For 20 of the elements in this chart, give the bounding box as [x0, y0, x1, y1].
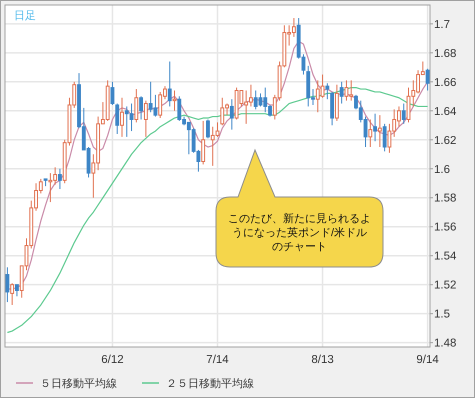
y-tick-label: 1.7 — [434, 18, 450, 31]
x-tick-label: 9/14 — [416, 354, 440, 366]
y-tick-label: 1.5 — [434, 308, 450, 321]
y-tick-label: 1.66 — [434, 76, 456, 89]
y-tick-label: 1.68 — [434, 48, 456, 60]
y-tick-label: 1.54 — [434, 250, 457, 263]
text: 日足 — [14, 10, 36, 22]
y-tick-label: 1.52 — [434, 280, 456, 292]
annotation: このたび、新たに見られるようになった英ポンド/米ドルのチャート — [228, 212, 371, 253]
legend-label: ５日移動平均線 — [40, 378, 117, 390]
x-tick-label: 6/12 — [101, 354, 124, 366]
y-tick-label: 1.56 — [434, 222, 456, 234]
y-tick-label: 1.62 — [434, 134, 456, 147]
x-tick-label: 7/14 — [206, 354, 230, 366]
y-tick-label: 1.48 — [434, 338, 456, 350]
y-tick-label: 1.6 — [434, 164, 450, 176]
y-tick-label: 1.58 — [434, 192, 456, 205]
legend-label: ２５日移動平均線 — [166, 378, 254, 390]
x-tick-label: 8/13 — [311, 354, 334, 366]
y-tick-label: 1.64 — [434, 106, 457, 118]
